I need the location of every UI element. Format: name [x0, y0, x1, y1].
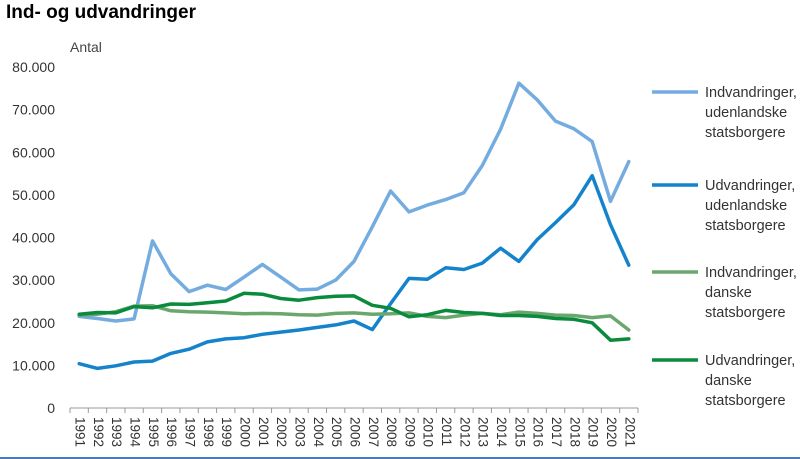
- legend-item: Udvandringer, danske statsborgere: [652, 353, 795, 409]
- legend-item: Udvandringer, udenlandske statsborgere: [652, 178, 795, 234]
- series-layer: [77, 81, 631, 371]
- x-tick-label: 1992: [91, 417, 106, 447]
- x-tick-label: 2013: [476, 417, 491, 447]
- x-tick-label: 2016: [531, 417, 546, 447]
- legend-label: Udvandringer,: [705, 353, 795, 369]
- x-tick-label: 1993: [109, 417, 124, 447]
- x-tick-label: 2011: [439, 417, 454, 446]
- x-tick-label: 2009: [402, 417, 417, 447]
- series-line-4: [77, 291, 631, 342]
- legend-label: danske: [705, 373, 752, 389]
- legend-item: Indvandringer, udenlandske statsborgere: [652, 85, 797, 141]
- legend-label: statsborgere: [705, 218, 786, 234]
- x-tick-label: 2005: [329, 417, 344, 447]
- legend-label: statsborgere: [705, 393, 786, 409]
- x-tick-label: 2010: [421, 417, 436, 447]
- x-tick-label: 1996: [164, 417, 179, 447]
- legend-label: statsborgere: [705, 125, 786, 141]
- legend-label: Indvandringer,: [705, 265, 797, 281]
- x-tick-label: 2018: [567, 417, 582, 447]
- x-tick-label: 1991: [73, 417, 88, 447]
- x-tick-label: 2006: [347, 417, 362, 447]
- x-tick-label: 2008: [384, 417, 399, 447]
- x-tick-label: 2002: [274, 417, 289, 447]
- chart-axes: Antal 0 10.000 20.000 30.000 40.000 50.000 60.0…: [12, 39, 639, 448]
- y-tick-label: 50.000: [12, 187, 55, 203]
- x-tick-label: 2020: [604, 417, 619, 447]
- y-tick-label: 20.000: [12, 315, 55, 331]
- x-tick-label: 2001: [256, 417, 271, 447]
- legend-label: udenlandske: [705, 105, 787, 121]
- bottom-divider: [0, 457, 800, 459]
- y-tick-label: 30.000: [12, 272, 55, 288]
- y-tick-label: 70.000: [12, 102, 55, 118]
- series-line-1: [77, 81, 631, 323]
- x-tick-label: 2007: [366, 417, 381, 447]
- x-tick-label: 2004: [311, 417, 326, 448]
- x-tick-label: 1995: [146, 417, 161, 447]
- x-tick-label: 2015: [512, 417, 527, 447]
- x-tick-label: 2014: [494, 417, 509, 448]
- y-tick-label: 0: [47, 400, 55, 416]
- x-tick-label: 1994: [128, 417, 143, 448]
- y-tick-label: 10.000: [12, 357, 55, 373]
- y-tick-label: 40.000: [12, 230, 55, 246]
- legend-label: Indvandringer,: [705, 85, 797, 101]
- x-tick-label: 2019: [586, 417, 601, 447]
- x-tick-label: 2012: [457, 417, 472, 447]
- legend-label: udenlandske: [705, 198, 787, 214]
- y-tick-label: 60.000: [12, 144, 55, 160]
- legend-label: statsborgere: [705, 305, 786, 321]
- y-tick-label: 80.000: [12, 59, 55, 75]
- legend-label: danske: [705, 285, 752, 301]
- x-tick-label: 1998: [201, 417, 216, 447]
- x-tick-label: 2003: [292, 417, 307, 447]
- y-axis-label: Antal: [70, 39, 102, 55]
- series-line-2: [77, 173, 631, 371]
- legend: Indvandringer,udenlandskestatsborgereUdv…: [652, 85, 797, 409]
- x-tick-label: 1997: [183, 417, 198, 447]
- chart-title: Ind- og udvandringer: [6, 2, 196, 23]
- series-line-3: [77, 303, 631, 332]
- legend-item: Indvandringer, danske statsborgere: [652, 265, 797, 321]
- x-tick-label: 1999: [219, 417, 234, 447]
- x-tick-label: 2017: [549, 417, 564, 447]
- x-tick-label: 2000: [238, 417, 253, 447]
- x-tick-label: 2021: [622, 417, 637, 447]
- legend-label: Udvandringer,: [705, 178, 795, 194]
